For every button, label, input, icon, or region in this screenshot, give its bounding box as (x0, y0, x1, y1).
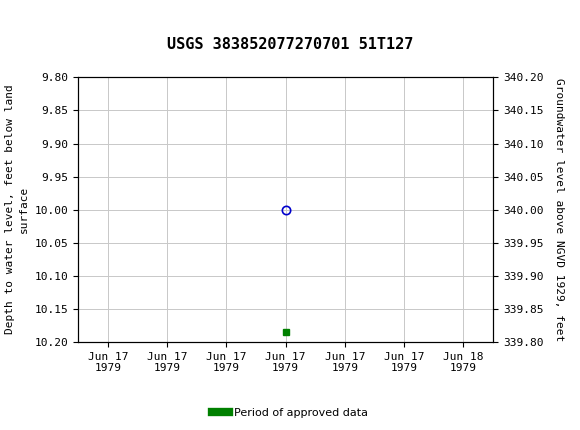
Legend: Period of approved data: Period of approved data (208, 403, 372, 422)
Y-axis label: Depth to water level, feet below land
surface: Depth to water level, feet below land su… (5, 85, 29, 335)
Text: USGS: USGS (38, 8, 97, 27)
Y-axis label: Groundwater level above NGVD 1929, feet: Groundwater level above NGVD 1929, feet (554, 78, 564, 341)
Text: USGS 383852077270701 51T127: USGS 383852077270701 51T127 (167, 37, 413, 52)
